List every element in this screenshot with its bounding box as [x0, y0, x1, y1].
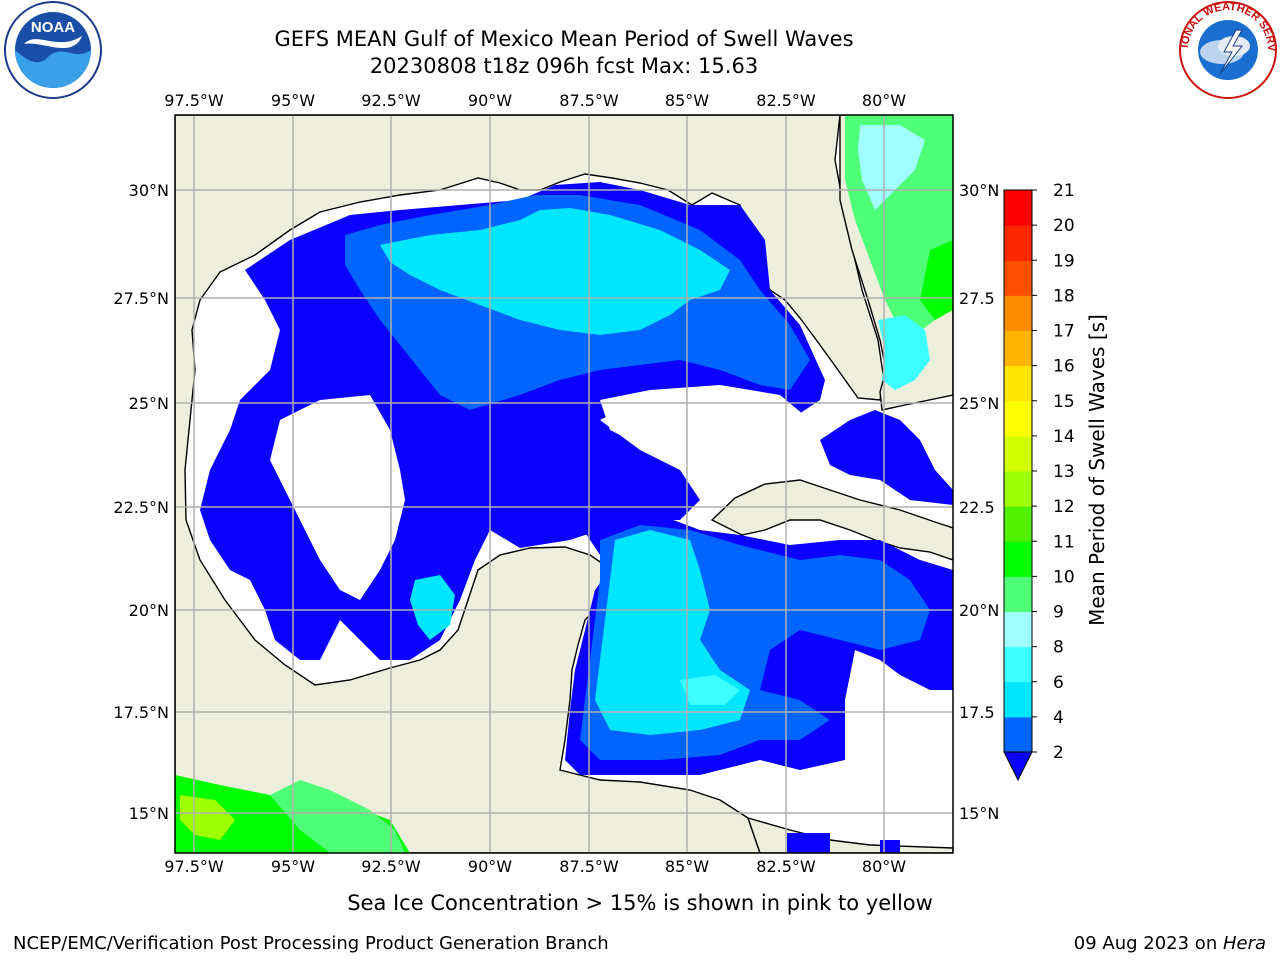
colorbar-tick-label: 16: [1053, 357, 1075, 377]
colorbar-segment: [1004, 506, 1032, 542]
colorbar-tick-label: 14: [1053, 427, 1075, 447]
lat-tick-left: 17.5°N: [113, 703, 169, 722]
lon-tick-top: 87.5°W: [559, 91, 619, 110]
colorbar-segment: [1004, 646, 1032, 683]
chart-subtitle: 20230808 t18z 096h fcst Max: 15.63: [369, 54, 759, 78]
sea-ice-note: Sea Ice Concentration > 15% is shown in …: [347, 891, 933, 915]
lon-tick-top: 95°W: [271, 91, 315, 110]
lon-tick-bottom: 80°W: [862, 857, 906, 876]
footer-host: Hera: [1222, 933, 1266, 954]
lon-tick-top: 97.5°W: [164, 91, 224, 110]
colorbar-tick-label: 11: [1053, 532, 1075, 552]
period-2-4-south-caribbean-2: [880, 840, 900, 853]
colorbar-tick-label: 13: [1053, 462, 1075, 482]
colorbar-tick-label: 10: [1053, 567, 1075, 587]
period-2-4-south-caribbean: [787, 833, 830, 853]
gridlines: [175, 115, 953, 853]
colorbar-segment: [1004, 365, 1032, 402]
colorbar-tick-label: 8: [1053, 638, 1064, 658]
period-6-8-florida-strait: [878, 315, 930, 390]
nws-logo: NATIONAL WEATHER SERVICE: [1176, 0, 1277, 99]
period-6-8-campeche: [410, 575, 455, 640]
period-6-8-north: [380, 208, 730, 335]
lon-tick-bottom: 92.5°W: [361, 857, 421, 876]
lon-tick-bottom: 90°W: [468, 857, 512, 876]
lon-tick-bottom: 85°W: [665, 857, 709, 876]
colorbar-segment: [1004, 190, 1032, 226]
lat-tick-left: 22.5°N: [113, 498, 169, 517]
lat-tick-left: 27.5°N: [113, 289, 169, 308]
colorbar-tick-label: 18: [1053, 286, 1075, 306]
lon-tick-bottom: 95°W: [271, 857, 315, 876]
no-data-western-gulf: [270, 395, 405, 600]
colorbar-segment: [1004, 471, 1032, 507]
lat-tick-left: 20°N: [129, 601, 169, 620]
colorbar-tick-label: 17: [1053, 322, 1075, 342]
lon-tick-top: 85°W: [665, 91, 709, 110]
lat-tick-left: 30°N: [129, 181, 169, 200]
lon-tick-bottom: 97.5°W: [164, 857, 224, 876]
lon-tick-top: 92.5°W: [361, 91, 421, 110]
colorbar-tick-label: 19: [1053, 251, 1075, 271]
lat-tick-left: 25°N: [129, 394, 169, 413]
colorbar-segment: [1004, 330, 1032, 367]
colorbar-segment: [1004, 541, 1032, 577]
noaa-logo-text: NOAA: [31, 19, 75, 36]
lat-tick-right: 27.5: [959, 289, 995, 308]
period-9-10-pacific: [270, 780, 405, 853]
period-10-11-atlantic: [920, 240, 953, 320]
colorbar-tick-label: 15: [1053, 392, 1075, 412]
colorbar-segment: [1004, 576, 1032, 612]
footer-date-text: 09 Aug 2023 on: [1073, 933, 1223, 954]
colorbar-segment: [1004, 400, 1032, 437]
colorbar: 2 4 6 8 9 10 11 12 13 14 15 16 17 18 19 20 21: [1003, 181, 1075, 782]
lat-tick-right: 17.5: [959, 703, 995, 722]
colorbar-label: Mean Period of Swell Waves [s]: [1085, 314, 1109, 626]
colorbar-tick-label: 21: [1053, 181, 1075, 201]
lon-tick-top: 82.5°W: [756, 91, 816, 110]
plot-frame: [174, 114, 954, 854]
footer-date: 09 Aug 2023 on Hera: [1074, 933, 1266, 954]
colorbar-tick-label: 12: [1053, 497, 1075, 517]
colorbar-extend-triangle: [1003, 751, 1033, 782]
lat-tick-left: 15°N: [129, 804, 169, 823]
colorbar-segment: [1004, 225, 1032, 261]
colorbar-segment: [1004, 611, 1032, 648]
colorbar-segment: [1004, 681, 1032, 718]
colorbar-tick-label: 2: [1053, 743, 1064, 763]
colorbar-tick-label: 6: [1053, 673, 1064, 693]
lat-tick-right: 25°N: [959, 394, 999, 413]
lon-tick-bottom: 82.5°W: [756, 857, 816, 876]
noaa-logo: NOAA: [4, 1, 102, 99]
colorbar-tick-label: 20: [1053, 216, 1075, 236]
period-8-9-caribbean: [680, 675, 740, 705]
colorbar-segment: [1004, 716, 1032, 753]
footer-branch: NCEP/EMC/Verification Post Processing Pr…: [13, 933, 609, 954]
lat-tick-right: 22.5: [959, 498, 995, 517]
colorbar-tick-label: 4: [1053, 708, 1064, 728]
no-data-central-gulf: [600, 385, 810, 450]
lon-tick-top: 80°W: [862, 91, 906, 110]
colorbar-tick-label: 9: [1053, 603, 1064, 623]
lon-tick-bottom: 87.5°W: [559, 857, 619, 876]
colorbar-segment: [1004, 260, 1032, 296]
period-8-9-atlantic: [858, 125, 925, 210]
period-2-4-bahamas: [820, 410, 953, 505]
lon-tick-top: 90°W: [468, 91, 512, 110]
chart-title: GEFS MEAN Gulf of Mexico Mean Period of …: [274, 27, 854, 51]
lat-tick-right: 15°N: [959, 804, 999, 823]
swell-field: [175, 115, 953, 853]
land-cuba: [710, 479, 953, 561]
colorbar-segment: [1004, 435, 1032, 472]
colorbar-segment: [1004, 295, 1032, 331]
lat-tick-right: 30°N: [959, 181, 999, 200]
lat-tick-right: 20°N: [959, 601, 999, 620]
